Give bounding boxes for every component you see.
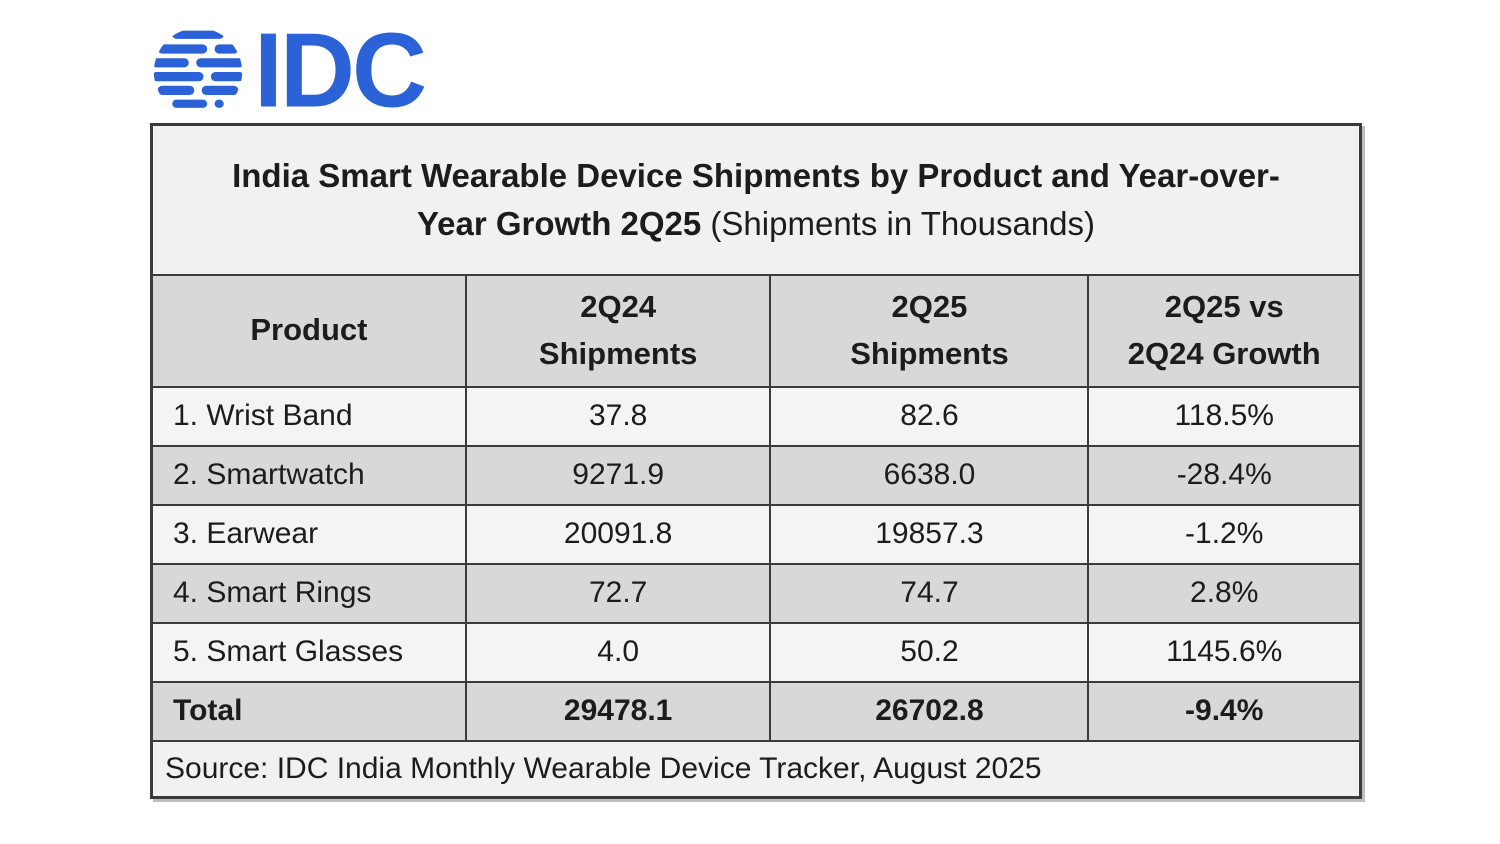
title-row: India Smart Wearable Device Shipments by… (150, 123, 1362, 276)
value-cell-2q24: 4.0 (464, 621, 772, 683)
value-cell-2q25: 82.6 (769, 385, 1090, 447)
value-cell-2q25: 19857.3 (769, 503, 1090, 565)
col-header-2q24-shipments: 2Q24 Shipments (464, 273, 772, 388)
table-row-total: Total 29478.1 26702.8 -9.4% (150, 680, 1362, 742)
table-row-wrist-band: 1. Wrist Band 37.8 82.6 118.5% (150, 385, 1362, 447)
total-2q24-cell: 29478.1 (464, 680, 772, 742)
growth-cell: 118.5% (1087, 385, 1362, 447)
value-cell-2q25: 6638.0 (769, 444, 1090, 506)
table-title-units: (Shipments in Thousands) (701, 204, 1096, 242)
product-cell: 4. Smart Rings (150, 562, 467, 624)
table-title: India Smart Wearable Device Shipments by… (150, 123, 1362, 276)
value-cell-2q25: 50.2 (769, 621, 1090, 683)
value-cell-2q24: 37.8 (464, 385, 772, 447)
total-label-cell: Total (150, 680, 467, 742)
shipments-table: India Smart Wearable Device Shipments by… (150, 123, 1362, 799)
col-header-growth: 2Q25 vs 2Q24 Growth (1087, 273, 1362, 388)
idc-globe-icon (153, 30, 243, 108)
growth-cell: -28.4% (1087, 444, 1362, 506)
value-cell-2q24: 20091.8 (464, 503, 772, 565)
table-title-main: India Smart Wearable Device Shipments by… (232, 156, 1280, 242)
value-cell-2q24: 9271.9 (464, 444, 772, 506)
source-row: Source: IDC India Monthly Wearable Devic… (150, 739, 1362, 799)
table-row-earwear: 3. Earwear 20091.8 19857.3 -1.2% (150, 503, 1362, 565)
col-header-2q25-shipments: 2Q25 Shipments (769, 273, 1090, 388)
growth-cell: 1145.6% (1087, 621, 1362, 683)
product-cell: 2. Smartwatch (150, 444, 467, 506)
product-cell: 3. Earwear (150, 503, 467, 565)
col-header-product: Product (150, 273, 467, 388)
growth-cell: -1.2% (1087, 503, 1362, 565)
product-cell: 1. Wrist Band (150, 385, 467, 447)
growth-cell: 2.8% (1087, 562, 1362, 624)
idc-logo: IDC (152, 12, 427, 131)
idc-logo-text: IDC (254, 12, 427, 131)
header-row: Product 2Q24 Shipments 2Q25 Shipments 2Q… (150, 273, 1362, 388)
value-cell-2q25: 74.7 (769, 562, 1090, 624)
total-growth-cell: -9.4% (1087, 680, 1362, 742)
total-2q25-cell: 26702.8 (769, 680, 1090, 742)
shipments-table-card: India Smart Wearable Device Shipments by… (150, 123, 1362, 799)
table-row-smartwatch: 2. Smartwatch 9271.9 6638.0 -28.4% (150, 444, 1362, 506)
table-row-smart-rings: 4. Smart Rings 72.7 74.7 2.8% (150, 562, 1362, 624)
value-cell-2q24: 72.7 (464, 562, 772, 624)
source-note: Source: IDC India Monthly Wearable Devic… (150, 739, 1362, 799)
product-cell: 5. Smart Glasses (150, 621, 467, 683)
table-row-smart-glasses: 5. Smart Glasses 4.0 50.2 1145.6% (150, 621, 1362, 683)
